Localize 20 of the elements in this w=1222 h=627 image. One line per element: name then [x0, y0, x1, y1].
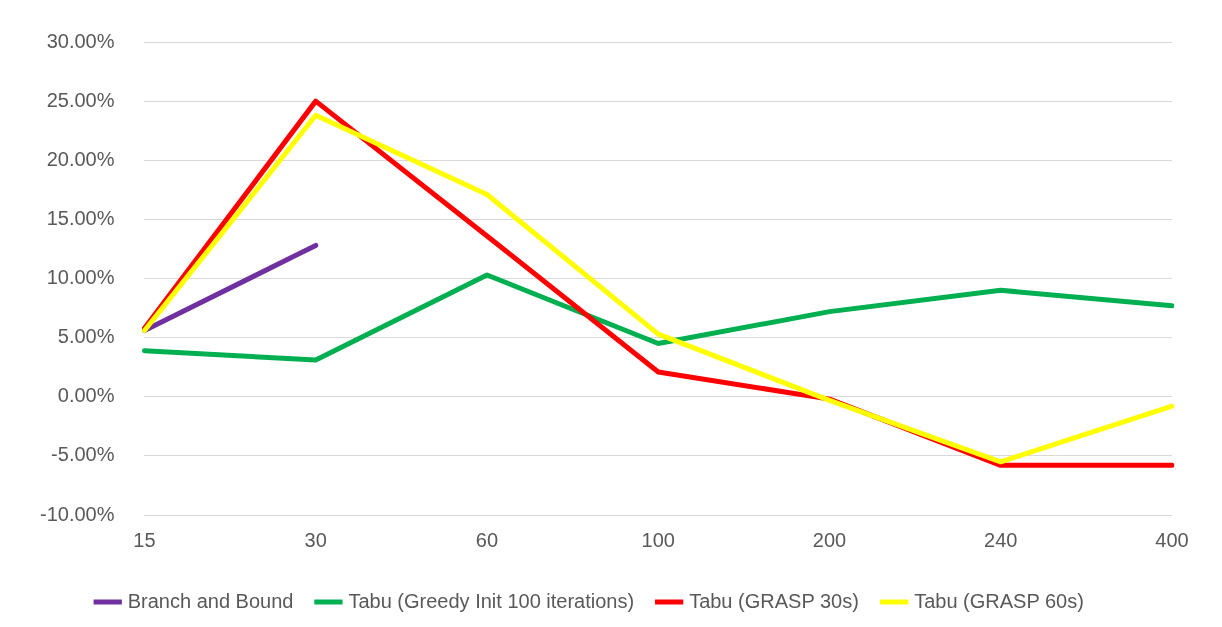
x-tick-label: 400	[1155, 528, 1189, 551]
x-tick-label: 60	[475, 528, 499, 551]
y-tick-label: 30.00%	[46, 29, 115, 52]
legend-label: Branch and Bound	[127, 589, 294, 612]
y-tick-label: -10.00%	[39, 502, 115, 525]
y-tick-label: 25.00%	[46, 88, 115, 111]
legend-label: Tabu (Greedy Init 100 iterations)	[348, 589, 635, 612]
x-tick-label: 15	[133, 528, 156, 551]
y-tick-label: 15.00%	[46, 206, 115, 229]
y-tick-label: 10.00%	[46, 266, 115, 289]
x-tick-label: 200	[812, 528, 847, 551]
legend-label: Tabu (GRASP 60s)	[914, 589, 1084, 612]
y-tick-label: -5.00%	[51, 443, 115, 466]
x-tick-label: 240	[984, 528, 1018, 551]
y-tick-label: 5.00%	[57, 325, 115, 348]
y-tick-label: 0.00%	[57, 384, 115, 407]
x-tick-label: 30	[304, 528, 327, 551]
y-tick-label: 20.00%	[46, 147, 115, 170]
legend-label: Tabu (GRASP 30s)	[689, 589, 859, 612]
x-tick-label: 100	[641, 528, 675, 551]
